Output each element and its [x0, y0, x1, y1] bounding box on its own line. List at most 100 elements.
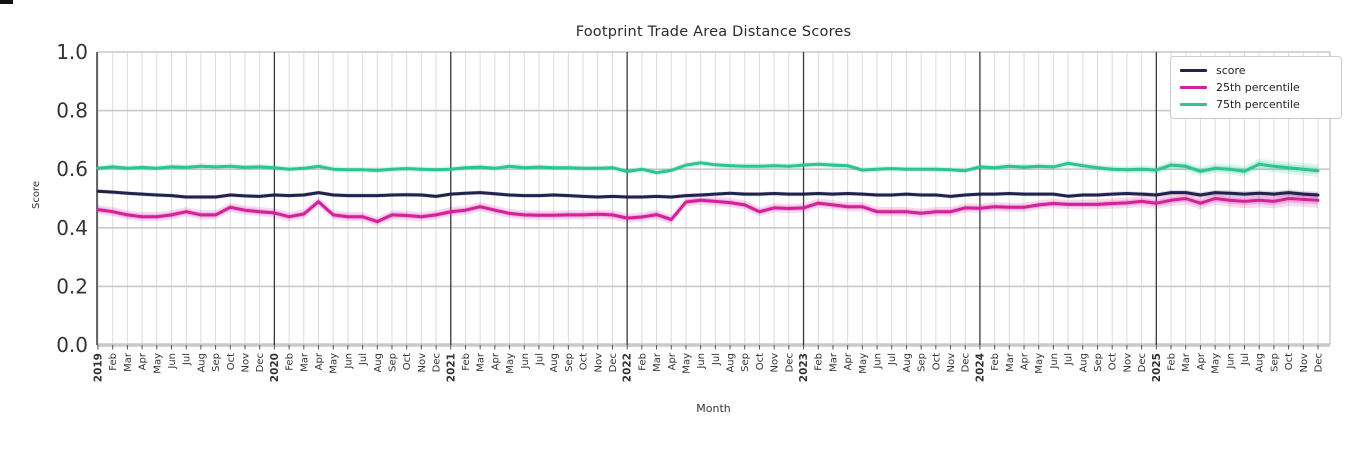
- x-tick-label: Nov: [593, 353, 604, 373]
- x-tick-label: Nov: [946, 353, 957, 373]
- x-tick-label: Jul: [358, 353, 369, 366]
- x-tick-label: Oct: [1284, 353, 1295, 370]
- x-tick-label: May: [1211, 353, 1222, 374]
- x-tick-label: Nov: [770, 353, 781, 373]
- x-tick-label: Jun: [343, 353, 354, 370]
- x-tick-label: Oct: [402, 353, 413, 370]
- x-tick-label: Aug: [726, 353, 737, 373]
- legend-label-25th-percentile: 25th percentile: [1216, 81, 1300, 94]
- x-tick-label: Jun: [1225, 353, 1236, 370]
- x-tick-label: Jun: [520, 353, 531, 370]
- x-tick-label: 2020: [269, 353, 281, 382]
- legend-label-75th-percentile: 75th percentile: [1216, 98, 1300, 111]
- x-tick-label: Apr: [490, 352, 501, 370]
- y-tick-label: 0.6: [56, 157, 88, 181]
- x-tick-label: Apr: [843, 352, 854, 370]
- x-tick-label: Feb: [990, 353, 1001, 371]
- y-tick-label: 0.8: [56, 99, 88, 123]
- x-tick-label: 2023: [798, 353, 810, 382]
- chart-title: Footprint Trade Area Distance Scores: [575, 24, 852, 40]
- 25th-percentile-band: [98, 191, 1318, 227]
- y-tick-labels: 0.0 0.2 0.4 0.6 0.8 1.0: [56, 40, 88, 357]
- legend: score 25th percentile 75th percentile: [1170, 56, 1342, 119]
- x-tick-label: Jun: [873, 353, 884, 370]
- x-tick-label: Sep: [917, 353, 928, 372]
- x-tick-label: 2024: [974, 353, 986, 382]
- x-tick-label: Jun: [167, 353, 178, 370]
- x-tick-label: 2025: [1151, 353, 1163, 382]
- x-tick-label: Sep: [740, 353, 751, 372]
- x-tick-label: May: [682, 353, 693, 374]
- x-tick-label: Sep: [564, 353, 575, 372]
- x-tick-label: Mar: [299, 352, 310, 372]
- x-tick-label: Nov: [1299, 353, 1310, 373]
- x-tick-label: Oct: [1108, 353, 1119, 370]
- x-tick-labels: 2019 Feb Mar Apr May Jun Jul Aug Sep Oct Nov Dec 202…: [93, 345, 1325, 382]
- x-tick-label: May: [152, 353, 163, 374]
- x-tick-label: Jul: [182, 353, 193, 366]
- x-tick-label: Apr: [138, 352, 149, 370]
- y-tick-label: 0.0: [56, 333, 88, 357]
- x-tick-label: Mar: [123, 352, 134, 372]
- x-tick-label: Jun: [696, 353, 707, 370]
- x-tick-label: Apr: [1196, 352, 1207, 370]
- y-tick-label: 0.4: [56, 216, 88, 240]
- x-tick-label: Oct: [931, 353, 942, 370]
- x-tick-label: Jul: [1064, 353, 1075, 366]
- legend-item-25th-percentile: 25th percentile: [1180, 81, 1331, 94]
- x-tick-label: Mar: [652, 352, 663, 372]
- x-tick-label: Jul: [887, 353, 898, 366]
- x-tick-label: Dec: [961, 353, 972, 372]
- legend-item-score: score: [1180, 64, 1331, 77]
- x-tick-label: Jul: [535, 353, 546, 366]
- x-tick-label: 2021: [445, 353, 457, 382]
- x-tick-label: Feb: [814, 353, 825, 371]
- x-tick-label: Nov: [241, 353, 252, 373]
- x-tick-label: Feb: [461, 353, 472, 371]
- x-tick-label: Feb: [285, 353, 296, 371]
- x-tick-label: Nov: [1122, 353, 1133, 373]
- x-tick-label: Aug: [373, 353, 384, 373]
- x-tick-label: Apr: [1020, 352, 1031, 370]
- x-tick-label: Sep: [388, 353, 399, 372]
- x-tick-label: Dec: [255, 353, 266, 372]
- year-separator-lines: [273, 52, 1157, 345]
- score-line: [96, 189, 1320, 199]
- x-tick-label: Mar: [476, 352, 487, 372]
- x-axis-label: Month: [696, 402, 731, 415]
- x-tick-label: Dec: [1137, 353, 1148, 372]
- x-tick-label: Apr: [314, 352, 325, 370]
- x-tick-label: May: [1034, 353, 1045, 374]
- x-tick-label: May: [505, 353, 516, 374]
- x-tick-label: 2022: [622, 353, 634, 382]
- x-tick-label: Dec: [1314, 353, 1325, 372]
- x-tick-label: Aug: [196, 353, 207, 373]
- x-tick-label: Aug: [1078, 353, 1089, 373]
- x-tick-label: May: [329, 353, 340, 374]
- x-tick-label: 2019: [93, 353, 105, 382]
- x-tick-label: Oct: [226, 353, 237, 370]
- x-tick-label: Feb: [1167, 353, 1178, 371]
- x-tick-label: Aug: [1255, 353, 1266, 373]
- x-tick-label: Feb: [637, 353, 648, 371]
- x-tick-label: Jul: [711, 353, 722, 366]
- x-tick-label: Oct: [579, 353, 590, 370]
- x-tick-label: Sep: [1093, 353, 1104, 372]
- x-tick-label: Oct: [755, 353, 766, 370]
- y-tick-label: 0.2: [56, 274, 88, 298]
- 75th-percentile-line: [96, 161, 1320, 175]
- y-tick-label: 1.0: [56, 40, 88, 64]
- x-tick-label: May: [858, 353, 869, 374]
- 25th-percentile-line-swatch: [1180, 86, 1207, 89]
- screen-corner-artifact: [0, 0, 13, 4]
- x-tick-label: Dec: [432, 353, 443, 372]
- legend-item-75th-percentile: 75th percentile: [1180, 98, 1331, 111]
- score-line-swatch: [1180, 69, 1207, 72]
- legend-label-score: score: [1216, 64, 1246, 77]
- x-tick-label: Sep: [1269, 353, 1280, 372]
- x-tick-label: Dec: [608, 353, 619, 372]
- x-tick-label: Jul: [1240, 353, 1251, 366]
- x-tick-label: Aug: [549, 353, 560, 373]
